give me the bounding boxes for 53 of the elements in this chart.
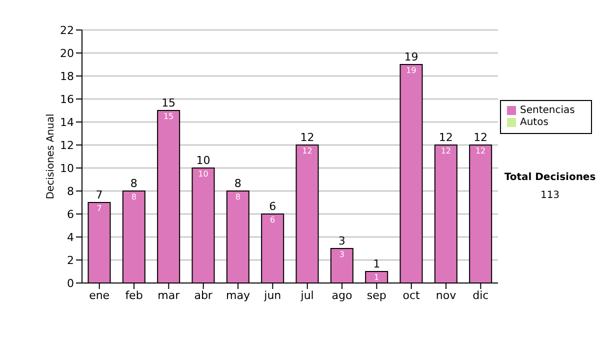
total-label: 12: [438, 131, 453, 144]
x-tick-label: abr: [194, 288, 213, 302]
total-label: 10: [196, 154, 210, 167]
x-tick-label: feb: [125, 288, 143, 302]
legend-label: Sentencias: [520, 105, 575, 116]
data-label: 7: [96, 204, 102, 214]
x-tick-label: dic: [472, 288, 489, 302]
y-tick-label: 16: [60, 92, 74, 106]
x-tick-label: may: [226, 288, 250, 302]
y-axis-title: Decisiones Anual: [46, 114, 57, 200]
x-tick-label: mar: [158, 288, 180, 302]
data-label: 12: [475, 146, 486, 156]
x-tick-label: sep: [366, 288, 386, 302]
text: 113: [539, 190, 561, 201]
x-tick-label: ene: [89, 288, 110, 302]
data-label: 12: [440, 146, 451, 156]
x-tick-label: nov: [436, 288, 457, 302]
y-tick-label: 4: [67, 230, 74, 244]
data-label: 19: [406, 66, 416, 76]
data-label: 3: [339, 250, 344, 260]
total-label: 15: [162, 96, 176, 110]
x-tick-label: jun: [263, 288, 282, 302]
total-label: 8: [130, 177, 138, 190]
total-label: 1: [373, 258, 380, 270]
data-label: 8: [235, 192, 240, 202]
y-tick-label: 18: [60, 70, 74, 83]
total-label: 8: [234, 177, 242, 190]
total-label: 3: [338, 234, 346, 248]
total-label: 12: [300, 131, 314, 144]
total-label: 7: [96, 188, 103, 202]
x-tick-label: ago: [332, 288, 352, 302]
data-label: 8: [131, 192, 136, 202]
total-label: 12: [474, 131, 488, 144]
y-tick-label: 0: [67, 276, 74, 290]
data-label: 1: [374, 273, 380, 282]
y-tick-label: 2: [67, 254, 74, 267]
x-tick-label: jul: [300, 288, 314, 302]
y-tick-label: 6: [67, 208, 74, 221]
y-tick-label: 10: [60, 162, 74, 175]
legend-label: Autos: [520, 117, 548, 128]
y-tick-label: 12: [60, 138, 74, 152]
data-label: 6: [270, 216, 276, 225]
total-label: 19: [404, 50, 418, 64]
data-label: 10: [198, 170, 208, 179]
data-label: 15: [163, 112, 174, 122]
data-label: 12: [302, 146, 312, 156]
y-tick-label: 20: [60, 46, 74, 60]
text: Total Decisiones: [503, 172, 597, 183]
x-tick-label: oct: [402, 288, 421, 302]
y-tick-label: 14: [60, 116, 74, 129]
y-tick-label: 22: [60, 24, 74, 37]
total-label: 6: [269, 200, 276, 213]
y-tick-label: 8: [67, 184, 74, 198]
